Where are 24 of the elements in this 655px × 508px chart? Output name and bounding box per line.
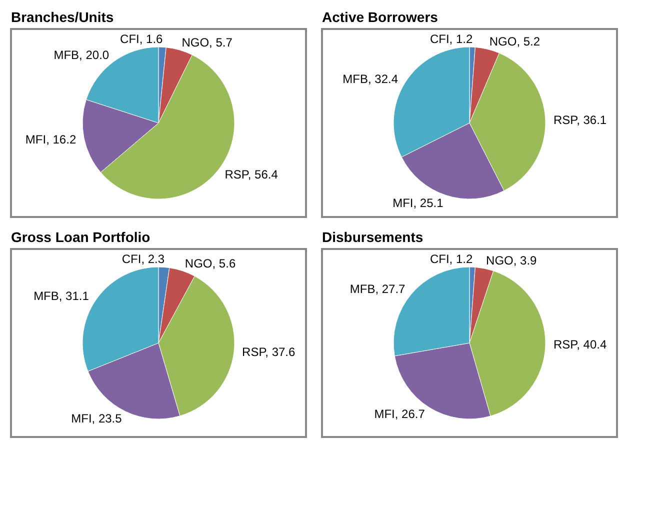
slice-label: MFI, 16.2 [25, 132, 76, 146]
slice-label: RSP, 56.4 [224, 168, 278, 182]
slice-label: CFI, 1.2 [430, 252, 473, 266]
slice-label: RSP, 37.6 [242, 344, 296, 359]
slice-label: MFI, 26.7 [374, 407, 426, 422]
slice-label: MFB, 32.4 [342, 72, 398, 86]
slice-label: CFI, 1.6 [120, 32, 164, 46]
chart-title: Active Borrowers [322, 9, 438, 25]
slice-label: NGO, 5.7 [182, 35, 233, 50]
slice-label: MFB, 31.1 [34, 288, 90, 303]
slice-label: MFI, 25.1 [392, 196, 444, 210]
slice-label: MFB, 20.0 [54, 48, 110, 62]
chart-title: Disbursements [322, 229, 424, 245]
chart-title: Gross Loan Portfolio [11, 229, 150, 245]
slice-label: CFI, 2.3 [122, 252, 165, 266]
slice-label: MFI, 23.5 [71, 412, 122, 426]
chart-title: Branches/Units [11, 9, 114, 25]
slice-label: RSP, 40.4 [553, 338, 607, 352]
slice-label: RSP, 36.1 [553, 113, 607, 128]
slice-label: NGO, 5.6 [184, 256, 236, 270]
slice-label: CFI, 1.2 [430, 32, 473, 46]
slice-label: NGO, 3.9 [486, 254, 538, 268]
slice-label: MFB, 27.7 [350, 282, 406, 296]
slice-label: NGO, 5.2 [489, 34, 540, 48]
